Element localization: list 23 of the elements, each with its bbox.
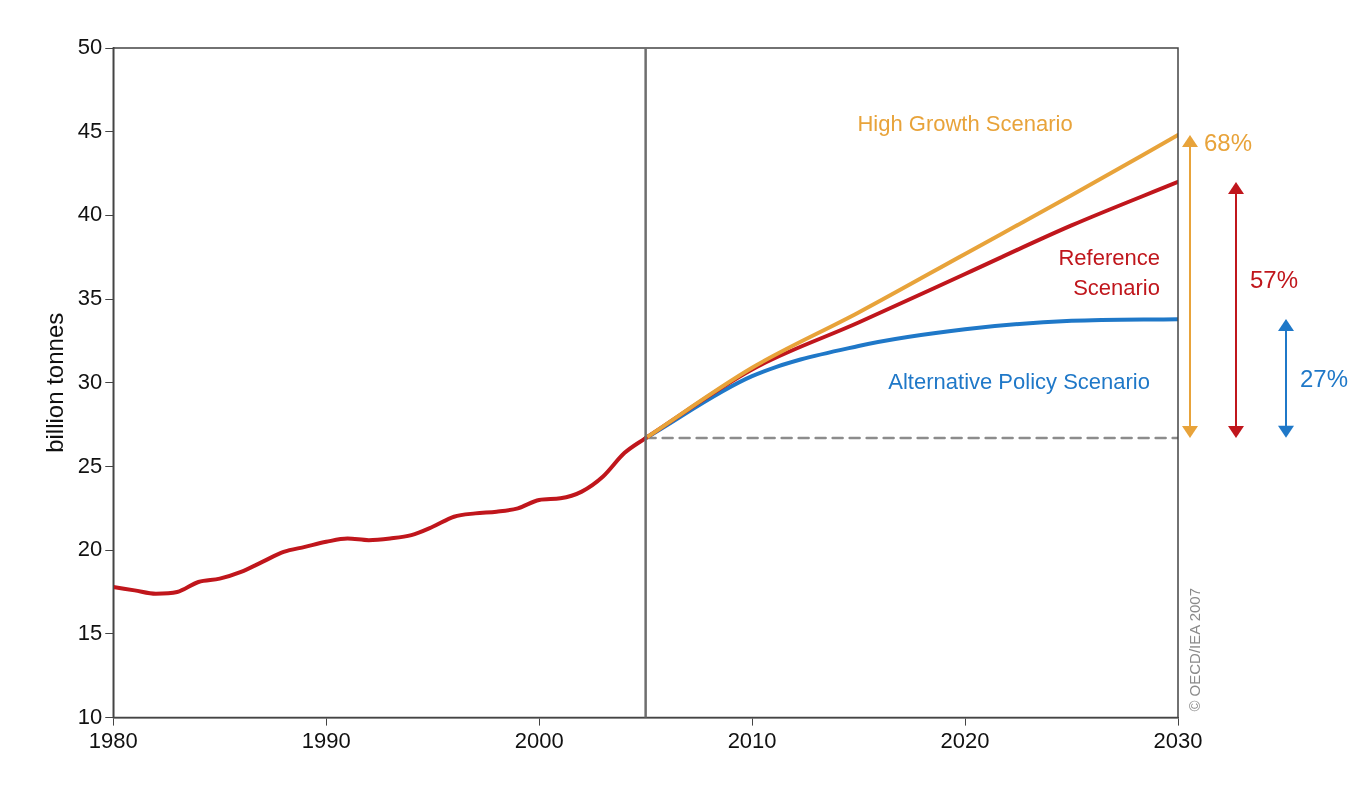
x-tick-label: 2020 <box>940 727 990 753</box>
text: 57% <box>1250 265 1299 294</box>
text: High Growth Scenario <box>857 111 1073 137</box>
y-tick-label: 25 <box>77 452 103 478</box>
y-tick-label: 40 <box>77 201 103 227</box>
y-tick-label: 30 <box>77 368 103 394</box>
text: 68% <box>1204 129 1253 158</box>
x-tick-label: 1990 <box>301 727 351 753</box>
x-tick-label: 2010 <box>727 727 777 753</box>
series-label: Alternative Policy Scenario <box>888 368 1150 394</box>
text: 27% <box>1300 364 1349 393</box>
y-tick-label: 20 <box>77 536 103 562</box>
x-tick-label: 1980 <box>88 727 138 753</box>
x-tick-label: 2000 <box>514 727 564 753</box>
y-tick-label: 10 <box>77 703 103 729</box>
y-tick-label: 35 <box>77 285 103 311</box>
x-tick-label: 2030 <box>1153 727 1203 753</box>
series-label: Reference Scenario <box>1058 245 1160 301</box>
y-axis-title: billion tonnes <box>41 312 69 453</box>
y-tick-label: 50 <box>77 34 103 60</box>
text: © OECD/IEA 2007 <box>1186 587 1203 712</box>
y-tick-label: 15 <box>77 619 103 645</box>
y-tick-label: 45 <box>77 117 103 143</box>
